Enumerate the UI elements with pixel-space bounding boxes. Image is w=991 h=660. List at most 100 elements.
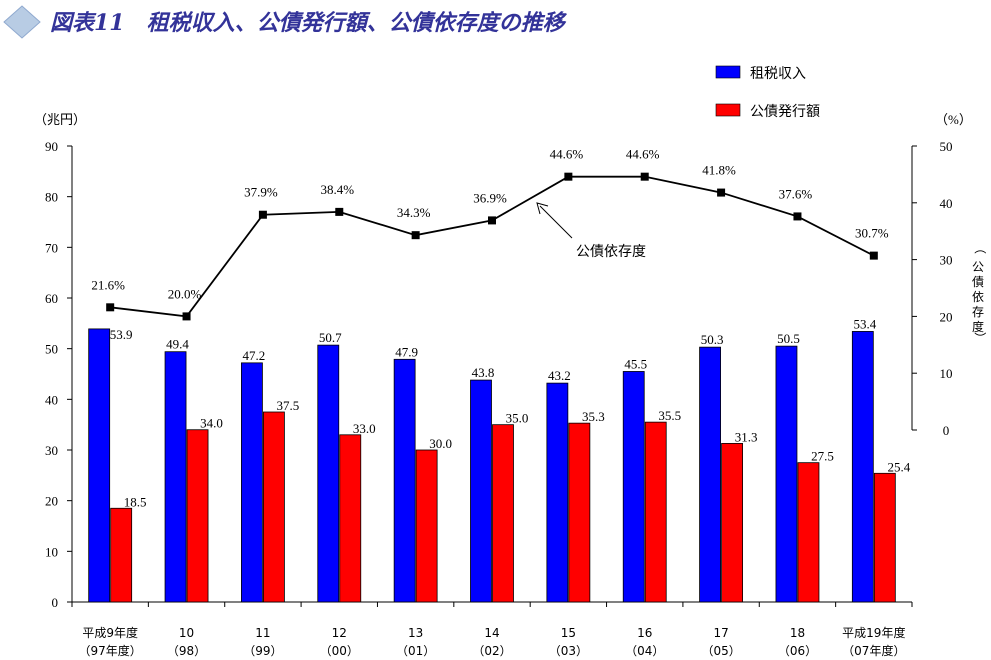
dependency-marker [869,251,878,260]
dependency-value-label: 34.3% [397,205,431,220]
legend-label-tax: 租税収入 [750,66,806,82]
x-tick-sublabel: （06） [778,644,817,658]
annotation-label: 公債依存度 [576,244,646,260]
right-tick-label: 0 [943,423,950,438]
tax-revenue-bar [699,346,721,603]
bond-issuance-value-label: 25.4 [887,459,910,474]
dependency-value-label: 41.8% [702,163,736,178]
x-tick-label: 10 [179,626,194,640]
dependency-marker [106,303,115,312]
x-tick-sublabel: （02） [472,644,511,658]
bars: 53.9 49.4 47.2 50.7 47.9 43.8 43.2 45.5 50.3 50.5… [88,316,911,603]
right-axis-label-char: ） [973,332,987,344]
left-tick-label: 50 [45,342,58,357]
bond-issuance-bar [263,411,285,603]
chart-title: 図表11 租税収入、公債発行額、公債依存度の推移 [3,5,568,39]
right-tick-label: 10 [940,366,953,381]
bond-issuance-value-label: 18.5 [124,494,147,509]
tax-revenue-bar [317,344,340,603]
left-tick-label: 0 [52,595,59,610]
x-tick-sublabel: （03） [549,644,588,658]
annotation: 公債依存度 [536,202,646,260]
tax-revenue-bar [393,358,416,603]
tax-revenue-value-label: 43.8 [472,365,495,380]
bond-issuance-bar [339,434,362,603]
dependency-marker [488,216,496,225]
dependency-value-label: 44.6% [550,147,584,162]
tax-revenue-value-label: 43.2 [548,368,571,383]
tax-revenue-value-label: 47.9 [395,344,418,359]
bond-issuance-value-label: 37.5 [277,398,300,413]
axes: 0 10 20 30 40 50 60 70 80 90 （兆円） 平成9年度 （97年度） 10 （98）… [34,112,987,658]
bond-issuance-bar [186,429,209,603]
left-tick-label: 40 [45,392,58,407]
left-tick-label: 30 [45,443,58,458]
dependency-value-label: 20.0% [168,286,202,301]
tax-revenue-value-label: 45.5 [624,356,647,371]
tax-revenue-value-label: 53.9 [110,327,133,342]
legend-swatch-tax [715,65,741,79]
tax-revenue-value-label: 47.2 [243,348,266,363]
diamond-icon [3,5,41,39]
tax-revenue-bar [775,345,798,603]
dependency-marker [411,231,420,240]
right-axis-label-char: 債 [972,274,984,289]
dependency-marker [640,172,649,181]
right-axis-label: （ 公債依存度） [972,242,987,344]
dependency-value-label: 30.7% [855,226,889,241]
dependency-value-label: 44.6% [626,147,660,162]
annotation-arrow-line [539,205,573,239]
bond-issuance-bar [568,422,591,603]
right-axis-label-char: 度 [972,319,984,334]
bond-issuance-bar [721,443,743,603]
x-tick-label: 平成9年度 [82,625,138,640]
tax-revenue-value-label: 50.5 [777,331,800,346]
left-tick-label: 90 [45,139,58,154]
bond-issuance-bar [110,507,133,603]
left-tick-label: 70 [45,240,58,255]
left-tick-label: 60 [45,291,58,306]
bond-issuance-value-label: 35.0 [506,411,529,426]
right-tick-label: 20 [940,309,953,324]
legend-swatch-bond [715,103,741,117]
bond-issuance-bar [797,462,820,603]
chart-title-text: 図表11 租税収入、公債発行額、公債依存度の推移 [50,10,568,36]
annotation-arrow-head [536,202,549,215]
dependency-marker [258,210,267,219]
bond-issuance-bar [492,424,514,603]
x-tick-sublabel: （07年度） [842,643,905,658]
dependency-value-label: 36.9% [473,190,507,205]
legend-label-bond: 公債発行額 [750,104,820,120]
dependency-marker [182,312,191,321]
x-tick-label: 18 [790,626,805,640]
tax-revenue-value-label: 53.4 [853,316,876,331]
right-tick-label: 40 [940,196,953,211]
x-tick-label: 12 [332,626,347,640]
dependency-marker [335,207,344,216]
x-tick-label: 17 [713,626,728,640]
dependency-value-label: 37.6% [779,186,813,201]
dependency-line-layer: 21.6% 20.0% 37.9% 38.4% 34.3% 36.9% 44.6% 44.6%… [91,147,889,321]
dependency-value-label: 37.9% [244,185,278,200]
x-tick-sublabel: （01） [396,644,435,658]
x-tick-sublabel: （97年度） [79,643,142,658]
right-axis-unit: （%） [935,112,972,127]
dependency-value-label: 21.6% [91,277,125,292]
x-tick-label: 14 [484,626,499,640]
left-tick-label: 80 [45,190,58,205]
bond-issuance-bar [644,421,667,603]
x-tick-sublabel: （05） [701,644,740,658]
tax-revenue-bar [470,379,492,603]
right-axis-label-char: 公 [972,260,984,274]
left-tick-label: 20 [45,494,58,509]
bond-issuance-bar [873,472,896,603]
bond-issuance-value-label: 27.5 [811,449,834,464]
left-tick-label: 10 [45,544,58,559]
right-tick-label: 50 [940,139,953,154]
right-axis-label-char: 存 [972,305,984,319]
bond-issuance-value-label: 35.5 [658,408,681,423]
bond-issuance-value-label: 33.0 [353,421,376,436]
dependency-marker [717,188,726,197]
